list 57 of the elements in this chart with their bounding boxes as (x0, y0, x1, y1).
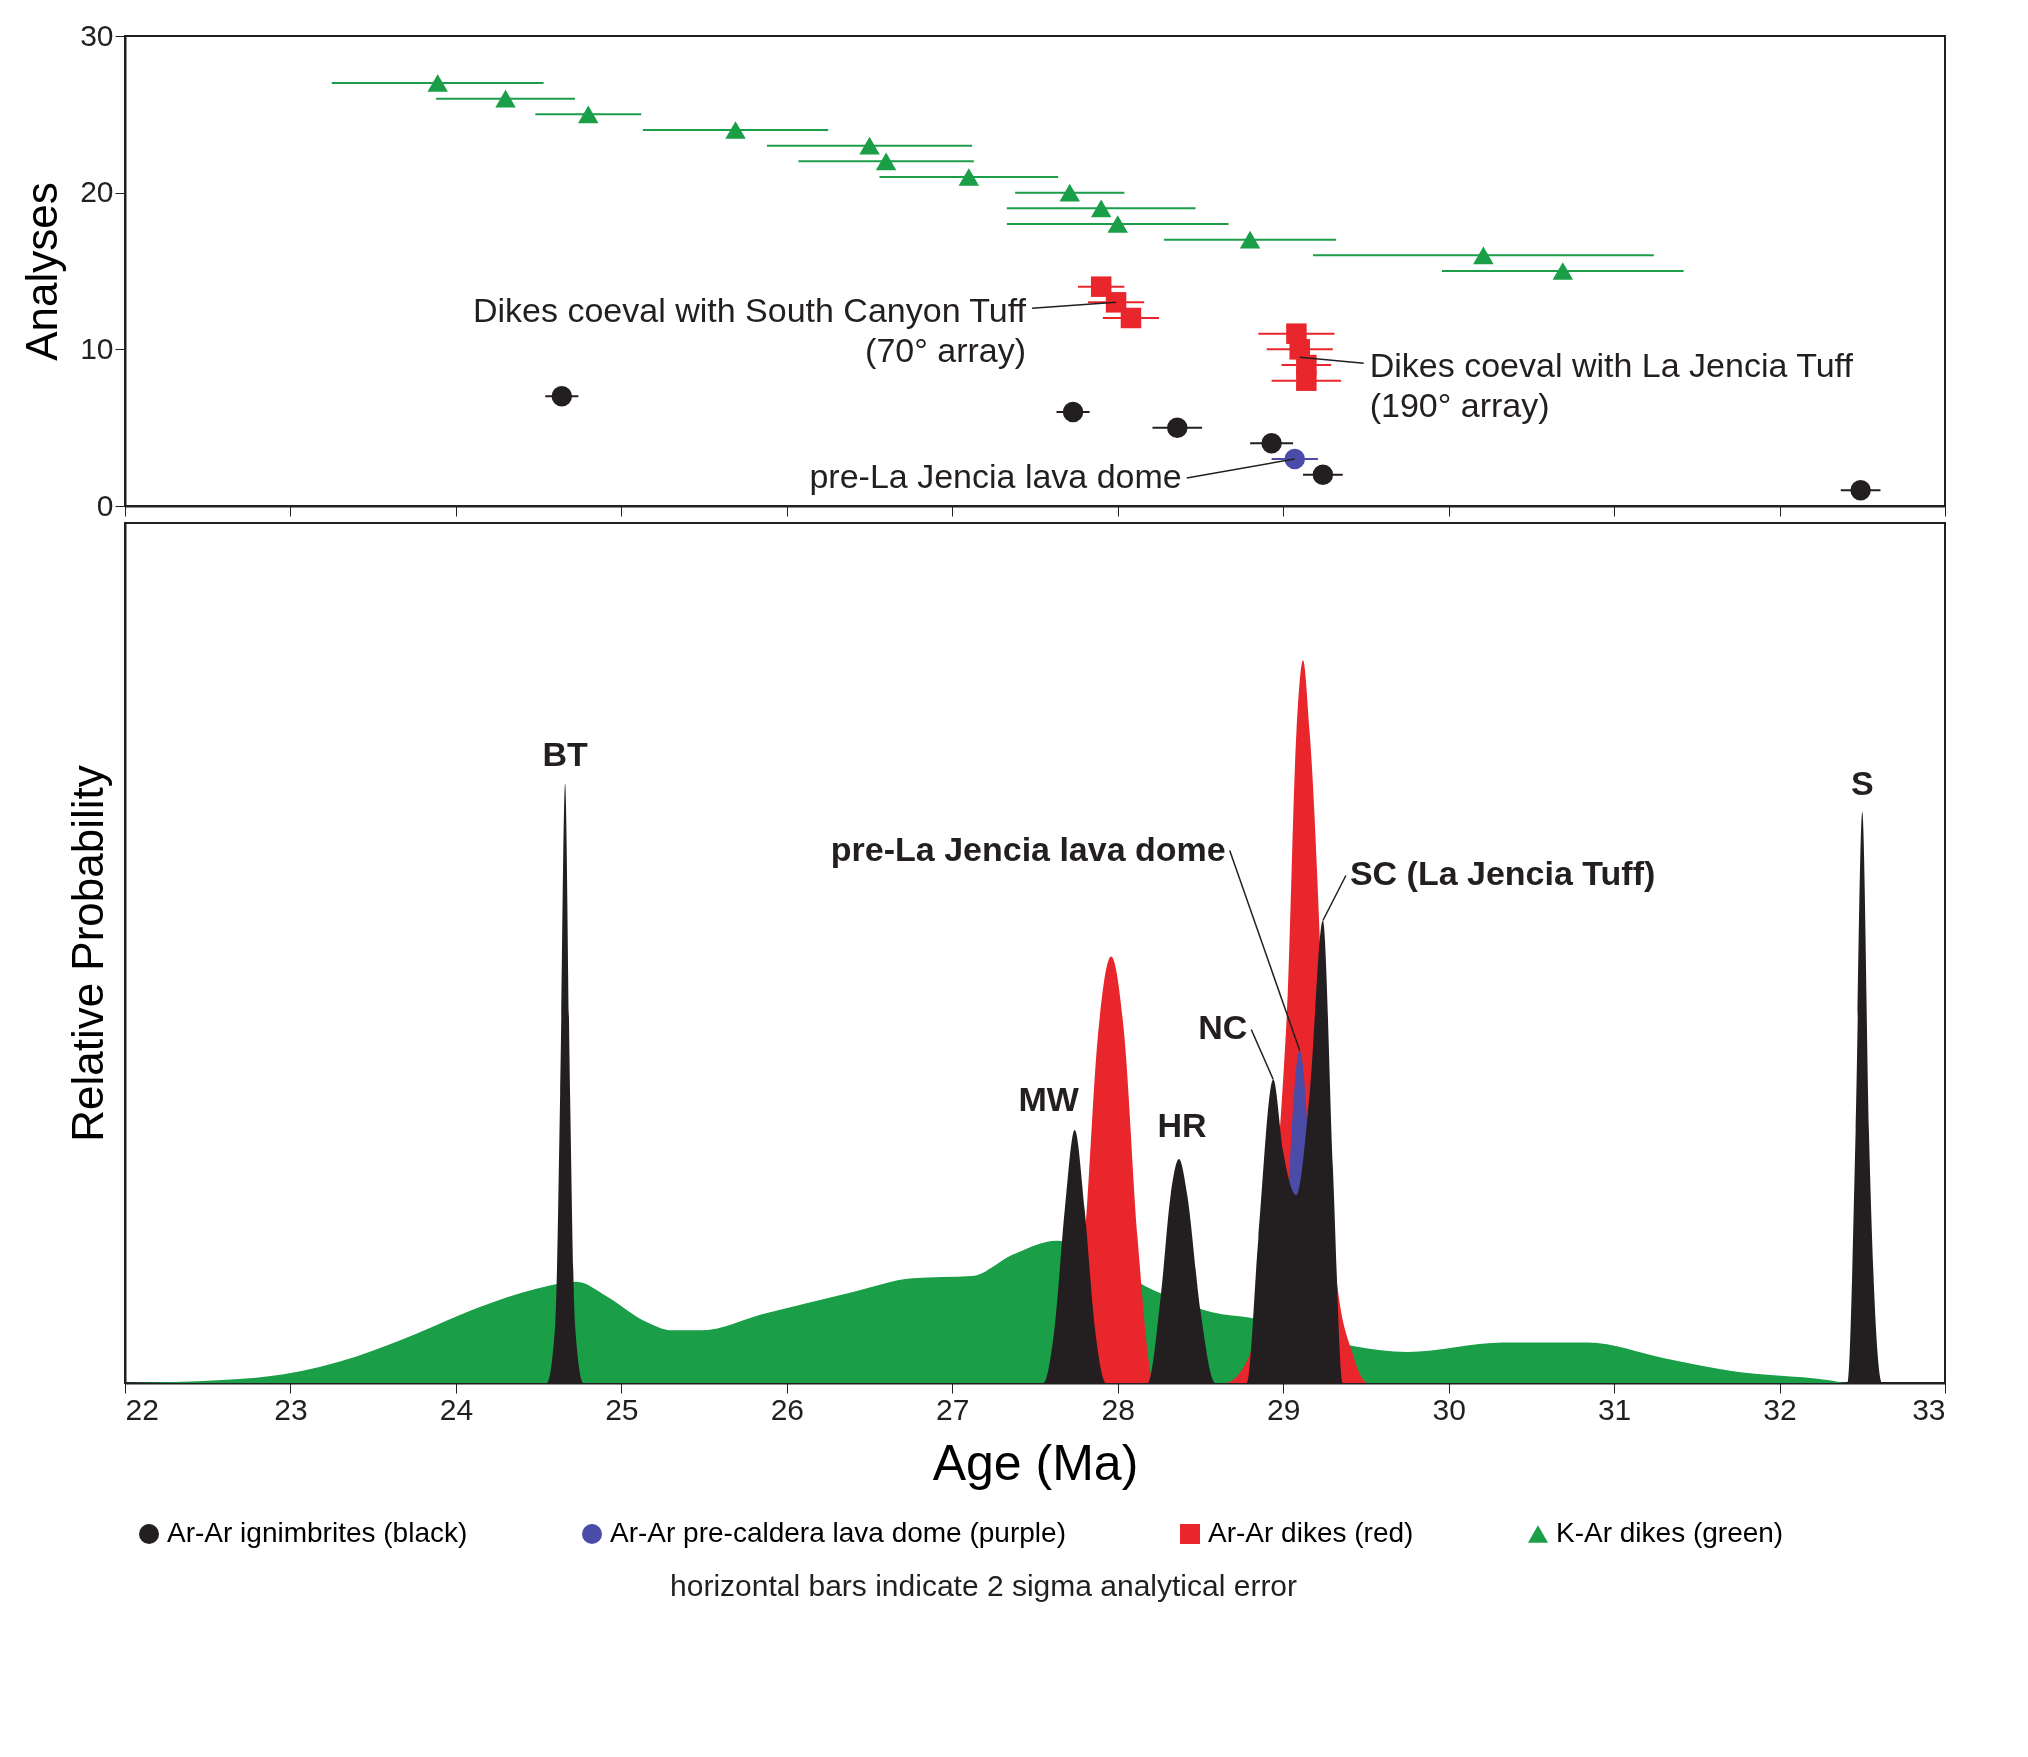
x-tick-label: 30 (1432, 1392, 1466, 1426)
x-tick-label: 28 (1101, 1392, 1135, 1426)
annotation: Dikes coeval with South Canyon Tuff (70° array) (472, 291, 1027, 370)
point (427, 74, 448, 92)
point (1239, 230, 1261, 249)
legend-label: K-Ar dikes (green) (1556, 1517, 1784, 1548)
point (1105, 292, 1127, 313)
y-tick-label: 30 (80, 18, 114, 52)
annotation: BT (542, 735, 588, 774)
annotation: NC (1198, 1008, 1248, 1047)
x-tick-label: 24 (439, 1392, 474, 1426)
annotation: Dikes coeval with La Jencia Tuff (190° array) (1369, 346, 1854, 425)
annotation: MW (1018, 1080, 1080, 1119)
point (1167, 417, 1188, 438)
point (551, 386, 573, 407)
y-axis-title: Analyses (17, 182, 67, 361)
y-tick-label: 10 (80, 331, 114, 365)
point (1284, 448, 1306, 470)
point (1286, 323, 1307, 344)
x-tick-label: 32 (1763, 1392, 1797, 1426)
x-tick-label: 26 (770, 1392, 805, 1426)
text: horizontal bars indicate 2 sigma analytical error (670, 1569, 1298, 1602)
point (1552, 262, 1574, 280)
point (578, 105, 599, 124)
point (1312, 464, 1334, 485)
y-tick-label: 20 (80, 175, 114, 209)
annotation: SC (La Jencia Tuff) (1349, 854, 1656, 893)
legend-label: Ar-Ar pre-caldera lava dome (purple) (610, 1517, 1066, 1548)
point (1059, 183, 1080, 202)
x-tick-label: 25 (605, 1392, 639, 1426)
point (725, 121, 746, 139)
x-tick-label: 23 (274, 1392, 308, 1426)
legend-label: Ar-Ar dikes (red) (1208, 1517, 1414, 1548)
y-axis-title: Relative Probability (62, 765, 112, 1142)
point (875, 152, 897, 171)
point (1261, 433, 1282, 454)
point (495, 89, 516, 108)
point (958, 168, 980, 186)
x-tick-label: 29 (1266, 1392, 1301, 1426)
annotation: HR (1157, 1105, 1207, 1144)
annotation: S (1850, 764, 1874, 803)
point (1473, 246, 1494, 265)
legend-label: Ar-Ar ignimbrites (black) (167, 1517, 468, 1548)
x-axis-title: Age (Ma) (932, 1434, 1139, 1491)
point (859, 136, 880, 155)
point (1090, 199, 1112, 218)
point (1090, 276, 1112, 297)
x-tick-label: 33 (1912, 1392, 1946, 1426)
point (1062, 401, 1084, 423)
x-tick-label: 31 (1597, 1392, 1632, 1426)
x-tick-label: 27 (936, 1392, 970, 1426)
point (1850, 480, 1871, 501)
y-tick-label: 0 (96, 488, 114, 522)
annotation: pre-La Jencia lava dome (809, 457, 1182, 495)
point (1107, 215, 1128, 233)
x-tick-label: 22 (125, 1392, 159, 1426)
annotation: pre-La Jencia lava dome (830, 829, 1226, 868)
